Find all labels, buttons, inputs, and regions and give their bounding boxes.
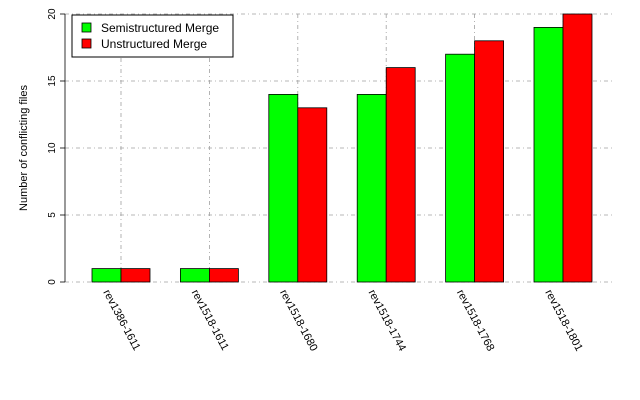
y-axis-title: Number of conflicting files xyxy=(18,85,30,211)
bar-unstructured-rev1518-1744 xyxy=(385,67,416,283)
x-tick-label-0: rev1386-1611 xyxy=(100,288,142,353)
y-tick-label-4: 20 xyxy=(47,8,58,20)
legend-swatch-semistructured xyxy=(81,22,92,33)
x-tick-label-3: rev1518-1744 xyxy=(366,288,408,354)
legend: Semistructured Merge Unstructured Merge xyxy=(71,14,234,58)
bar-semistructured-rev1518-1680 xyxy=(268,94,299,283)
bar-semistructured-rev1518-1611 xyxy=(179,268,210,283)
legend-label-semistructured: Semistructured Merge xyxy=(101,21,219,35)
bar-unstructured-rev1518-1768 xyxy=(474,40,505,283)
legend-swatch-unstructured xyxy=(81,38,92,49)
bar-unstructured-rev1518-1801 xyxy=(562,13,593,283)
bar-unstructured-rev1518-1611 xyxy=(208,268,239,283)
bars xyxy=(91,13,593,283)
y-tick-label-0: 0 xyxy=(47,279,58,285)
legend-label-unstructured: Unstructured Merge xyxy=(101,37,207,51)
y-tick-label-1: 5 xyxy=(47,212,58,218)
x-axis-labels: rev1386-1611 rev1518-1611 rev1518-1680 rev1… xyxy=(100,288,584,354)
bar-unstructured-rev1386-1611 xyxy=(120,268,151,283)
bar-semistructured-rev1518-1801 xyxy=(533,26,564,283)
y-tick-label-2: 10 xyxy=(47,142,58,154)
y-tick-label-3: 15 xyxy=(47,75,58,87)
legend-box xyxy=(71,14,234,58)
bar-unstructured-rev1518-1680 xyxy=(297,107,328,283)
y-axis: 0 5 10 15 20 xyxy=(47,8,66,285)
bar-semistructured-rev1518-1744 xyxy=(356,94,387,283)
bar-semistructured-rev1386-1611 xyxy=(91,268,122,283)
x-tick-label-4: rev1518-1768 xyxy=(454,288,496,354)
x-tick-label-5: rev1518-1801 xyxy=(542,288,584,354)
bar-semistructured-rev1518-1768 xyxy=(445,53,476,283)
x-tick-label-2: rev1518-1680 xyxy=(277,288,319,354)
x-tick-label-1: rev1518-1611 xyxy=(189,288,231,353)
